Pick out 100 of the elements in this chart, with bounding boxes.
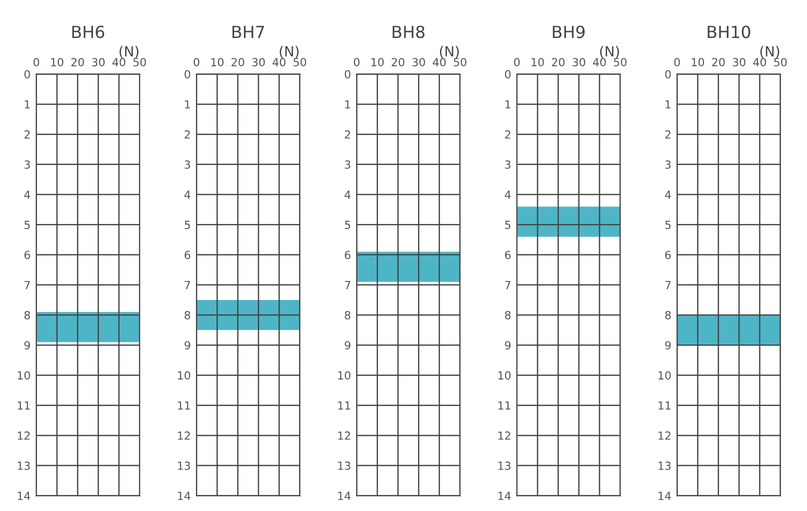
y-tick-label: 6 — [505, 250, 511, 260]
chart-title: BH7 — [232, 26, 264, 38]
chart-title: BH10 — [708, 26, 750, 38]
y-tick-label: 10 — [338, 371, 350, 380]
y-tick-label: 3 — [184, 160, 190, 169]
y-tick-label: 9 — [665, 341, 671, 350]
y-tick-label: 0 — [184, 70, 190, 78]
y-tick-label: 0 — [344, 70, 350, 78]
y-tick-label: 14 — [658, 492, 671, 500]
y-tick-label: 2 — [665, 130, 670, 139]
y-tick-label: 11 — [18, 401, 30, 410]
x-tick-label: 10 — [532, 58, 544, 66]
x-axis-title: (N) — [120, 46, 138, 58]
y-tick-label: 5 — [344, 220, 350, 230]
y-tick-label: 2 — [505, 130, 510, 139]
y-tick-label: 12 — [18, 431, 30, 440]
y-tick-label: 1 — [24, 100, 30, 108]
x-tick-label: 40 — [432, 58, 446, 66]
y-tick-label: 5 — [665, 220, 671, 230]
x-tick-label: 50 — [774, 58, 787, 66]
y-tick-label: 5 — [184, 220, 190, 230]
y-tick-label: 6 — [184, 250, 190, 260]
y-tick-label: 4 — [344, 190, 351, 199]
x-tick-label: 30 — [572, 58, 586, 66]
y-tick-label: 13 — [658, 462, 671, 470]
y-tick-label: 14 — [498, 492, 511, 500]
y-tick-label: 7 — [665, 281, 671, 290]
y-tick-label: 8 — [344, 310, 350, 320]
y-tick-label: 14 — [178, 492, 190, 500]
y-tick-label: 3 — [505, 160, 510, 169]
chart-title: BH6 — [72, 26, 104, 38]
y-tick-label: 7 — [505, 281, 510, 290]
x-tick-label: 30 — [92, 58, 105, 66]
y-tick-label: 6 — [24, 250, 30, 260]
x-tick-label: 40 — [753, 58, 766, 66]
y-tick-label: 11 — [178, 401, 190, 410]
y-tick-label: 3 — [24, 160, 30, 169]
y-tick-label: 6 — [344, 250, 350, 260]
y-tick-label: 4 — [504, 190, 511, 199]
x-tick-label: 50 — [614, 58, 627, 66]
y-tick-label: 14 — [338, 492, 351, 500]
x-tick-label: 30 — [412, 58, 426, 66]
y-tick-label: 9 — [24, 341, 30, 350]
x-tick-label: 40 — [112, 58, 126, 66]
x-tick-label: 10 — [51, 58, 64, 66]
y-tick-label: 1 — [666, 100, 670, 108]
x-tick-label: 50 — [133, 58, 146, 66]
x-tick-label: 10 — [211, 58, 224, 66]
x-tick-label: 30 — [252, 58, 265, 66]
x-axis-title: (N) — [440, 46, 459, 58]
y-tick-label: 14 — [18, 492, 30, 500]
y-tick-label: 8 — [665, 310, 671, 320]
x-tick-label: 40 — [272, 58, 286, 66]
y-tick-label: 0 — [504, 70, 511, 78]
y-tick-label: 0 — [24, 70, 30, 78]
y-tick-label: 3 — [665, 160, 671, 169]
y-tick-label: 9 — [504, 341, 511, 350]
x-tick-label: 10 — [372, 58, 384, 66]
y-tick-label: 13 — [498, 462, 510, 470]
x-tick-label: 20 — [232, 58, 244, 66]
y-tick-label: 0 — [665, 70, 671, 78]
y-tick-label: 10 — [18, 371, 30, 380]
y-tick-label: 6 — [665, 250, 671, 260]
y-tick-label: 8 — [24, 310, 30, 320]
y-tick-label: 12 — [338, 431, 350, 440]
y-tick-label: 5 — [505, 220, 510, 230]
y-tick-label: 7 — [344, 281, 350, 290]
y-tick-label: 2 — [184, 130, 190, 139]
y-tick-label: 8 — [505, 310, 511, 320]
chart-title: BH9 — [552, 26, 585, 38]
x-axis-title: (N) — [760, 46, 780, 58]
x-tick-label: 50 — [294, 58, 306, 66]
y-tick-label: 1 — [345, 100, 350, 108]
y-tick-label: 5 — [24, 220, 30, 230]
y-tick-label: 11 — [658, 401, 670, 410]
x-axis-title: (N) — [600, 46, 619, 58]
y-tick-label: 1 — [505, 100, 510, 108]
x-tick-label: 30 — [732, 58, 746, 66]
x-tick-label: 10 — [692, 58, 704, 66]
x-tick-label: 0 — [194, 58, 200, 66]
y-tick-label: 10 — [178, 371, 190, 380]
y-tick-label: 8 — [184, 310, 190, 320]
y-tick-label: 11 — [498, 401, 510, 410]
x-tick-label: 20 — [71, 58, 84, 66]
x-axis-title: (N) — [280, 46, 299, 58]
x-tick-label: 50 — [454, 58, 466, 66]
y-tick-label: 13 — [178, 462, 190, 470]
y-tick-label: 12 — [658, 431, 670, 440]
y-tick-label: 12 — [178, 431, 190, 440]
y-tick-label: 13 — [18, 462, 30, 470]
y-tick-label: 11 — [338, 401, 350, 410]
chart-title: BH8 — [392, 26, 424, 38]
y-tick-label: 10 — [658, 371, 671, 380]
y-tick-label: 9 — [344, 341, 350, 350]
x-tick-label: 20 — [712, 58, 725, 66]
x-tick-label: 20 — [392, 58, 404, 66]
y-tick-label: 2 — [24, 130, 30, 139]
y-tick-label: 7 — [184, 281, 190, 290]
x-tick-label: 0 — [674, 58, 680, 66]
y-tick-label: 3 — [344, 160, 350, 169]
